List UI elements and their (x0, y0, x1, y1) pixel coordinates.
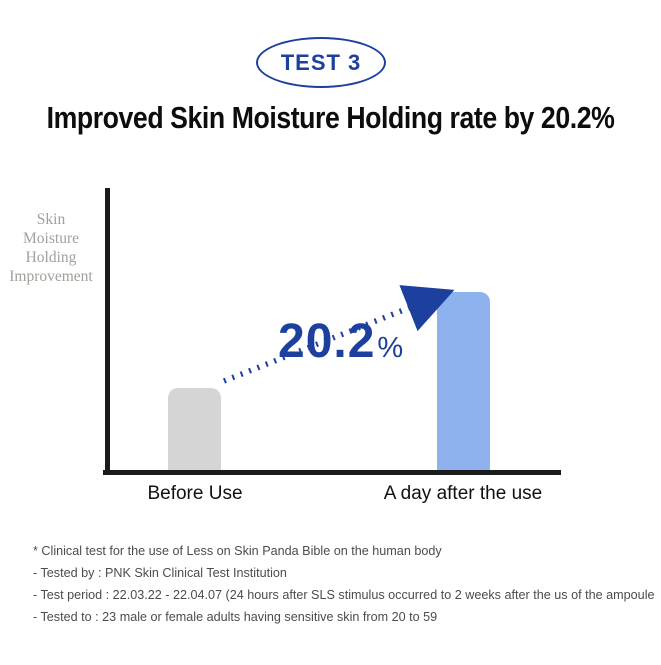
footnote-line: - Tested to : 23 male or female adults h… (33, 609, 438, 624)
page-title: Improved Skin Moisture Holding rate by 2… (46, 100, 615, 135)
percent-sign: % (377, 332, 404, 364)
test-badge-label: TEST 3 (280, 49, 362, 75)
x-label-before-use: Before Use (147, 483, 243, 504)
test-number-badge: TEST 3 (256, 37, 386, 88)
footnote-line: * Clinical test for the use of Less on S… (33, 543, 442, 558)
footnote-line: - Test period : 22.03.22 - 22.04.07 (24 … (33, 587, 655, 602)
increase-arrow-icon (222, 285, 455, 384)
y-axis-line (105, 188, 110, 475)
footnote-line: - Tested by : PNK Skin Clinical Test Ins… (33, 565, 287, 580)
y-axis-label-line: Skin (36, 211, 66, 228)
y-axis-label-line: Improvement (9, 268, 93, 285)
bar-before-use (168, 388, 221, 470)
increase-value: 20.2 (278, 315, 376, 368)
footnotes: * Clinical test for the use of Less on S… (33, 540, 655, 628)
y-axis-label-line: Moisture (23, 230, 79, 247)
x-axis-line (103, 470, 561, 475)
y-axis-label-line: Holding (25, 249, 77, 266)
increase-annotation: 20.2% (278, 314, 403, 369)
x-label-after-use: A day after the use (383, 483, 543, 504)
y-axis-label: Skin Moisture Holding Improvement (0, 210, 102, 286)
